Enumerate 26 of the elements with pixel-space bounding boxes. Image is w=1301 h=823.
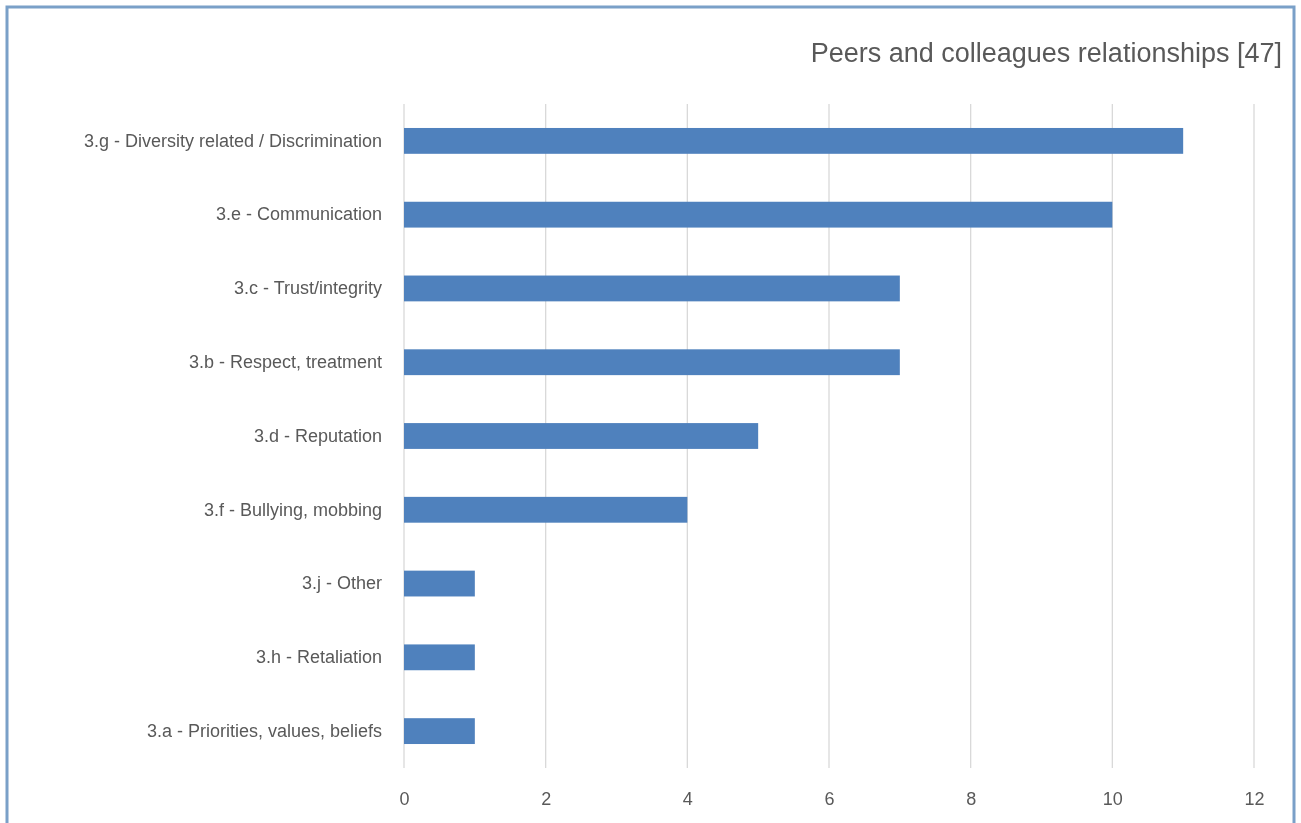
x-tick-label: 6 <box>824 788 835 809</box>
x-tick-label: 4 <box>682 788 693 809</box>
bar <box>404 275 900 302</box>
bar <box>404 201 1113 228</box>
y-tick-label: 3.g - Diversity related / Discrimination <box>83 130 382 151</box>
chart-title: Peers and colleagues relationships [47] <box>810 38 1282 68</box>
bar <box>404 349 900 376</box>
y-tick-label: 3.d - Reputation <box>253 425 382 446</box>
x-tick-label: 10 <box>1102 788 1123 809</box>
bar <box>404 423 759 449</box>
bar <box>404 718 475 745</box>
y-tick-label: 3.e - Communication <box>215 204 382 225</box>
x-tick-label: 0 <box>399 788 410 809</box>
bar <box>404 496 688 523</box>
x-tick-label: 12 <box>1244 788 1265 809</box>
x-tick-label: 2 <box>541 788 552 809</box>
y-tick-label: 3.b - Respect, treatment <box>188 351 382 372</box>
bar <box>404 570 475 597</box>
y-tick-label: 3.f - Bullying, mobbing <box>203 499 382 520</box>
x-tick-label: 8 <box>966 788 977 809</box>
bar <box>404 127 1184 154</box>
y-tick-label: 3.c - Trust/integrity <box>233 278 382 299</box>
bar <box>404 644 475 671</box>
y-tick-label: 3.j - Other <box>301 573 382 594</box>
y-tick-label: 3.h - Retaliation <box>255 647 382 668</box>
y-tick-label: 3.a - Priorities, values, beliefs <box>146 720 382 741</box>
